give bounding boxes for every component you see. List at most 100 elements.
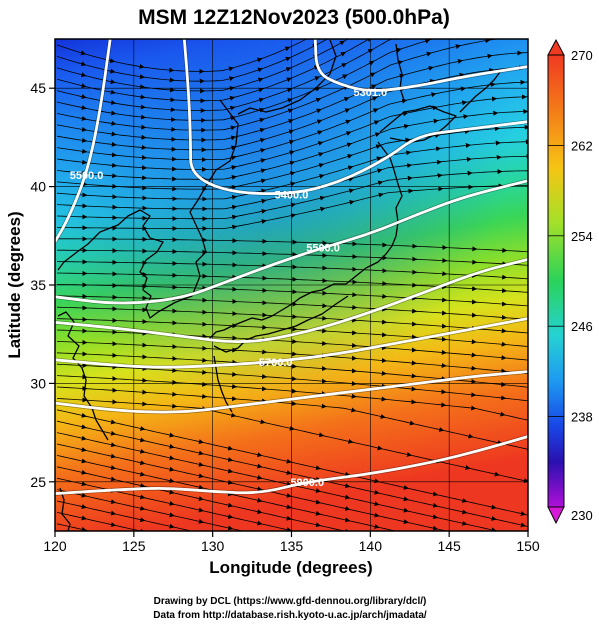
wind-arrow (457, 59, 463, 64)
wind-arrow (409, 420, 415, 426)
wind-arrow (112, 536, 116, 537)
x-tick-label: 135 (280, 538, 304, 554)
wind-arrow (109, 58, 116, 64)
y-tick-label: 35 (30, 277, 46, 293)
wind-arrow (231, 204, 238, 210)
streamline (56, 512, 143, 531)
wind-arrow (487, 53, 493, 59)
wind-arrow (139, 505, 146, 511)
wind-arrow (284, 46, 291, 52)
streamline (56, 523, 91, 531)
wind-arrow (319, 173, 325, 179)
wind-arrow (341, 63, 347, 68)
wind-arrow (317, 130, 323, 136)
wind-arrow (198, 530, 204, 531)
wind-arrow (81, 515, 87, 521)
wind-arrow (378, 192, 384, 198)
wind-arrow (287, 108, 294, 114)
wind-arrow (461, 100, 468, 106)
wind-arrow (110, 510, 117, 516)
wind-arrow (285, 67, 292, 72)
wind-arrow (260, 178, 267, 184)
wind-arrow (227, 514, 234, 519)
wind-arrow (258, 97, 265, 103)
wind-arrow (432, 514, 439, 520)
wind-arrow (286, 504, 292, 510)
wind-arrow (286, 458, 292, 464)
contour-label: 5900.0 (290, 477, 324, 489)
wind-arrow (231, 184, 237, 190)
wind-arrow (169, 523, 175, 529)
wind-arrow (342, 74, 348, 80)
wind-arrow (110, 453, 117, 459)
wind-arrow (315, 510, 321, 516)
wind-arrow (344, 494, 351, 500)
wind-arrow (403, 519, 409, 525)
wind-arrow (139, 64, 145, 69)
wind-arrow (429, 79, 436, 84)
wind-arrow (257, 452, 263, 458)
wind-arrow (402, 111, 409, 117)
wind-arrow (468, 433, 474, 439)
wind-arrow (169, 478, 175, 484)
wind-arrow (374, 501, 380, 507)
grid-lines (55, 39, 528, 531)
wind-arrow (257, 463, 263, 469)
wind-arrow (81, 458, 87, 464)
wind-arrow (109, 68, 116, 74)
wind-arrow (286, 492, 292, 498)
contour-label: 5500.0 (306, 243, 340, 255)
colorbar-label: 262 (571, 138, 593, 153)
wind-arrow (258, 87, 264, 93)
wind-arrow (81, 83, 87, 89)
wind-arrow (81, 126, 88, 132)
wind-arrow (81, 137, 88, 143)
coast-taiwan (59, 487, 71, 531)
wind-arrow (139, 471, 146, 477)
wind-arrow (485, 39, 491, 44)
height-contour (55, 435, 528, 495)
wind-arrow (371, 96, 378, 102)
wind-arrow (380, 413, 386, 419)
wind-arrow (227, 457, 234, 462)
wind-arrow (227, 525, 234, 531)
wind-arrow (370, 84, 377, 90)
wind-arrow (261, 219, 267, 224)
wind-arrow (340, 30, 343, 32)
wind-arrow (406, 150, 412, 156)
wind-arrow (286, 87, 293, 93)
wind-arrow (81, 469, 87, 475)
wind-arrow (260, 419, 266, 425)
wind-arrow (403, 530, 409, 531)
colorbar-top-arrow (547, 38, 565, 56)
wind-arrow (139, 84, 146, 90)
streamline (56, 96, 528, 170)
wind-arrow (318, 432, 325, 438)
streamline (56, 81, 528, 160)
wind-arrow (198, 461, 204, 467)
x-axis: 120 125 130 135 140 145 150 (43, 531, 540, 554)
wind-arrow (227, 502, 234, 508)
wind-arrow (313, 34, 317, 36)
streamline (56, 409, 528, 516)
wind-arrow (257, 520, 263, 526)
wind-arrow (110, 442, 117, 448)
wind-arrow (139, 74, 145, 80)
wind-arrow (227, 445, 234, 451)
x-tick-label: 150 (516, 538, 540, 554)
wind-arrow (139, 517, 146, 523)
wind-arrow (374, 512, 380, 518)
wind-arrow (81, 504, 87, 510)
wind-arrow (344, 471, 351, 477)
wind-arrow (428, 65, 434, 71)
wind-arrow (377, 180, 384, 186)
height-contour (55, 179, 528, 305)
wind-arrow (347, 154, 353, 159)
wind-arrow (289, 150, 295, 156)
wind-arrow (110, 522, 117, 527)
wind-arrow (110, 419, 117, 425)
wind-arrow (315, 465, 321, 471)
wind-arrow (499, 411, 506, 417)
wind-arrow (110, 476, 117, 482)
wind-arrow (288, 139, 295, 145)
